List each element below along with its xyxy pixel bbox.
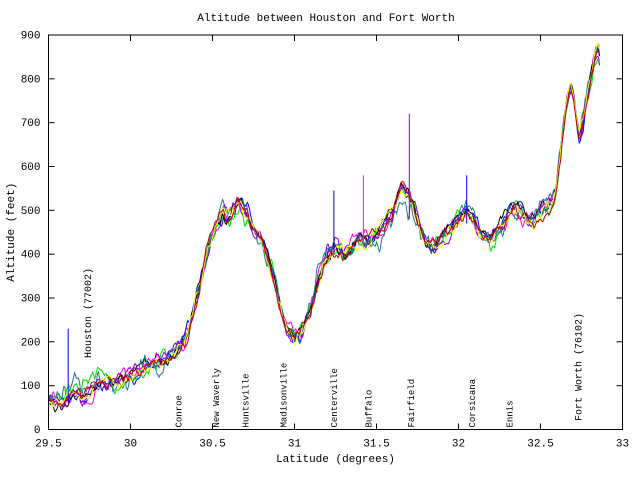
svg-text:Altitude (feet): Altitude (feet) xyxy=(6,183,18,282)
svg-text:500: 500 xyxy=(21,206,41,218)
svg-text:300: 300 xyxy=(21,294,41,306)
svg-text:Corsicana: Corsicana xyxy=(468,378,478,427)
svg-text:Fairfield: Fairfield xyxy=(407,379,417,428)
svg-text:900: 900 xyxy=(21,31,41,43)
svg-text:30.5: 30.5 xyxy=(199,439,225,451)
svg-text:Fort Worth (76102): Fort Worth (76102) xyxy=(574,313,586,421)
svg-text:200: 200 xyxy=(21,337,41,349)
svg-text:30: 30 xyxy=(124,439,137,451)
svg-text:31: 31 xyxy=(288,439,302,451)
svg-text:Huntsville: Huntsville xyxy=(242,373,252,427)
svg-text:32.5: 32.5 xyxy=(527,439,553,451)
svg-text:32: 32 xyxy=(452,439,465,451)
svg-text:400: 400 xyxy=(21,250,41,262)
svg-text:0: 0 xyxy=(34,425,41,437)
svg-text:Houston (77002): Houston (77002) xyxy=(83,268,95,358)
svg-text:600: 600 xyxy=(21,162,41,174)
svg-text:Buffalo: Buffalo xyxy=(365,390,375,428)
svg-text:100: 100 xyxy=(21,381,41,393)
svg-text:800: 800 xyxy=(21,74,41,86)
svg-text:Ennis: Ennis xyxy=(506,400,516,427)
svg-text:31.5: 31.5 xyxy=(363,439,389,451)
svg-text:Madisonville: Madisonville xyxy=(279,363,289,428)
svg-text:33: 33 xyxy=(616,439,629,451)
svg-text:700: 700 xyxy=(21,118,41,130)
svg-text:Altitude between Houston and F: Altitude between Houston and Fort Worth xyxy=(197,13,454,25)
svg-text:29.5: 29.5 xyxy=(35,439,61,451)
svg-text:Centerville: Centerville xyxy=(330,368,340,427)
svg-text:New Waverly: New Waverly xyxy=(212,367,222,427)
svg-text:Latitude (degrees): Latitude (degrees) xyxy=(276,454,395,466)
svg-text:Conroe: Conroe xyxy=(174,395,184,427)
